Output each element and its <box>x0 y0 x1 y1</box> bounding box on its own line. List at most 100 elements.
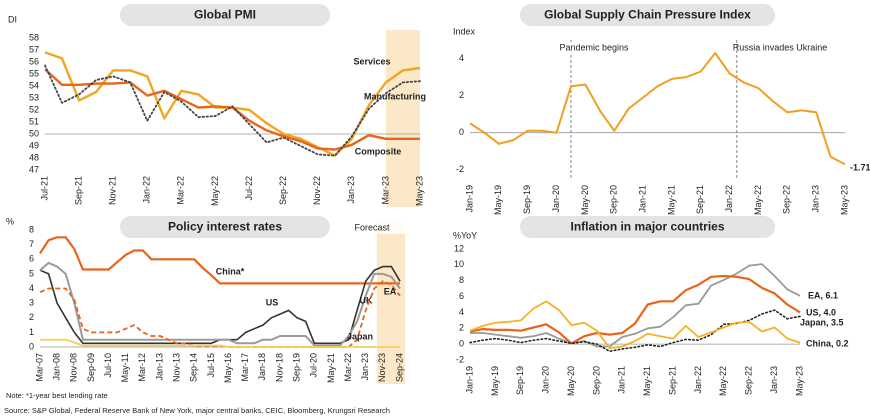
y-axis-label: Index <box>453 26 476 36</box>
x-tick-label: Jan-08 <box>52 353 62 381</box>
annotation-bg <box>330 222 414 234</box>
series-label: UK <box>360 295 373 305</box>
series-line <box>469 274 801 345</box>
series-line <box>470 263 801 348</box>
series-line <box>39 261 401 347</box>
x-tick-label: Jan-22 <box>724 185 734 213</box>
x-tick-label: Jan-18 <box>257 353 267 381</box>
end-label: EA, 6.1 <box>808 290 838 300</box>
title-pill <box>120 4 330 26</box>
chart-title: Global PMI <box>194 8 256 22</box>
x-tick-label: Jan-23 <box>346 176 356 204</box>
x-tick-label: Jan-22 <box>142 176 152 204</box>
title-pill <box>120 216 330 238</box>
series-line <box>39 280 401 348</box>
y-tick-label: 52 <box>29 104 39 114</box>
x-tick-label: May-23 <box>794 366 804 396</box>
x-tick-label: Sep-14 <box>189 353 199 382</box>
x-tick-label: May-21 <box>642 366 652 396</box>
chart-title: Inflation in major countries <box>570 220 724 234</box>
series-label: EA <box>384 286 397 296</box>
annotation: Forecast <box>354 222 390 232</box>
source: Source: S&P Global, Federal Reserve Bank… <box>4 406 390 415</box>
y-tick-label: 5 <box>29 268 34 278</box>
y-tick-label: 48 <box>29 152 39 162</box>
y-tick-label: 54 <box>29 80 39 90</box>
y-tick-label: 1 <box>29 327 34 337</box>
x-tick-label: May-19 <box>493 185 503 215</box>
title-pill <box>520 4 775 26</box>
x-tick-label: Jul-22 <box>244 176 254 201</box>
x-tick-label: Sep-22 <box>782 185 792 214</box>
x-tick-label: May-21 <box>666 185 676 215</box>
x-tick-label: May-19 <box>490 366 500 396</box>
x-tick-label: Jul-15 <box>206 353 216 378</box>
x-tick-label: Jan-20 <box>551 185 561 213</box>
y-tick-label: 4 <box>459 53 464 63</box>
y-tick-label: 47 <box>29 164 39 174</box>
y-tick-label: -2 <box>456 164 464 174</box>
series-line <box>469 52 846 166</box>
y-axis-label: % <box>6 216 14 226</box>
y-tick-label: 8 <box>459 275 464 285</box>
x-tick-label: Jan-23 <box>769 366 779 394</box>
x-tick-label: Sep-21 <box>667 366 677 395</box>
x-tick-label: May-11 <box>120 353 130 382</box>
chart-title: Policy interest rates <box>168 220 282 234</box>
x-tick-label: May-22 <box>718 366 728 396</box>
y-tick-label: 58 <box>29 32 39 42</box>
x-tick-label: Sep-24 <box>394 353 404 382</box>
end-label: Japan, 3.5 <box>800 317 844 327</box>
y-tick-label: 0 <box>29 341 34 351</box>
annotation-bg <box>738 42 822 54</box>
x-tick-label: Sep-21 <box>695 185 705 214</box>
series-label: China* <box>216 266 245 276</box>
x-tick-label: Jan-23 <box>360 353 370 381</box>
x-tick-label: Mar-23 <box>380 176 390 205</box>
x-tick-label: Nov-22 <box>312 176 322 205</box>
x-tick-label: Sep-20 <box>609 185 619 214</box>
y-tick-label: -2 <box>456 354 464 364</box>
highlight-region <box>385 30 420 207</box>
x-tick-label: Sep-22 <box>278 176 288 205</box>
y-axis-label: DI <box>8 14 17 24</box>
y-tick-label: 2 <box>459 90 464 100</box>
x-tick-label: May-20 <box>566 366 576 396</box>
x-tick-label: Jan-19 <box>464 366 474 394</box>
annotation: Pandemic begins <box>559 42 629 52</box>
y-axis-label: %YoY <box>453 230 477 240</box>
y-tick-label: 2 <box>29 312 34 322</box>
y-tick-label: 6 <box>29 254 34 264</box>
x-tick-label: Sep-19 <box>292 353 302 382</box>
annotation: Russia invades Ukraine <box>733 42 828 52</box>
x-tick-label: May-22 <box>753 185 763 215</box>
x-tick-label: Sep-19 <box>522 185 532 214</box>
x-tick-label: Jan-22 <box>693 366 703 394</box>
y-tick-label: 8 <box>29 224 34 234</box>
x-tick-label: May-20 <box>580 185 590 215</box>
y-tick-label: 55 <box>29 68 39 78</box>
y-tick-label: 4 <box>29 283 34 293</box>
x-tick-label: Jan-19 <box>464 185 474 213</box>
y-tick-label: 2 <box>459 323 464 333</box>
x-tick-label: Mar-22 <box>343 353 353 382</box>
x-tick-label: Sep-21 <box>73 176 83 205</box>
x-tick-label: Jan-20 <box>541 366 551 394</box>
x-tick-label: Nov-13 <box>172 353 182 382</box>
series-label: Composite <box>355 146 402 156</box>
y-tick-label: 12 <box>454 243 464 253</box>
series-line <box>44 68 420 151</box>
x-tick-label: May-23 <box>414 176 424 206</box>
y-tick-label: 57 <box>29 44 39 54</box>
annotation-bg <box>552 42 636 54</box>
series-line <box>44 64 421 157</box>
x-tick-label: May-22 <box>210 176 220 206</box>
x-tick-label: Nov-08 <box>69 353 79 382</box>
x-tick-label: Mar-07 <box>34 353 44 382</box>
series-line <box>44 51 421 157</box>
x-tick-label: Sep-20 <box>591 366 601 395</box>
y-tick-label: 6 <box>459 291 464 301</box>
x-tick-label: Jul-21 <box>39 176 49 201</box>
x-tick-label: Mar-17 <box>240 353 250 382</box>
x-tick-label: Nov-21 <box>108 176 118 205</box>
